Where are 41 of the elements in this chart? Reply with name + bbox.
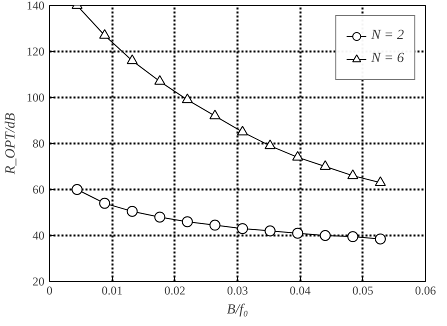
y-axis-title: R_OPT/dB [4,112,18,176]
point [347,169,358,180]
point [292,151,304,161]
y-tick-label: 140 [26,0,44,12]
point [72,184,83,195]
point [99,198,110,209]
y-tick-label: 80 [32,136,44,150]
legend-label: N = 2 [371,28,404,44]
x-tick-label: 0.04 [290,284,311,298]
x-tick-label: 0.06 [415,284,436,298]
point [374,176,386,186]
point [154,212,166,223]
y-tick-label: 100 [26,90,44,104]
point [264,140,276,150]
point [154,75,166,85]
point [264,225,276,236]
point [209,110,220,120]
point [126,206,138,217]
x-tick-label: 0 [46,284,52,298]
legend-label: N = 6 [371,51,404,67]
point [182,94,193,104]
point [347,231,358,242]
y-tick-label: 40 [32,228,44,242]
x-tick-label: 0.03 [227,284,248,298]
point [320,230,331,241]
point [292,228,304,239]
y-tick-label: 60 [32,182,44,196]
point [209,220,220,231]
x-tick-label: 0.01 [102,284,123,298]
x-tick-label: 0.05 [352,284,374,298]
y-tick-label: 120 [26,44,44,58]
point [320,160,331,170]
point [126,54,138,64]
y-tick-label: 20 [32,274,44,288]
x-tick-label: 0.02 [164,284,186,298]
point [237,126,248,136]
point [374,233,386,244]
point [182,216,193,228]
x-axis-title: B/f₀ [226,302,248,318]
point [237,223,248,234]
point [99,29,110,39]
